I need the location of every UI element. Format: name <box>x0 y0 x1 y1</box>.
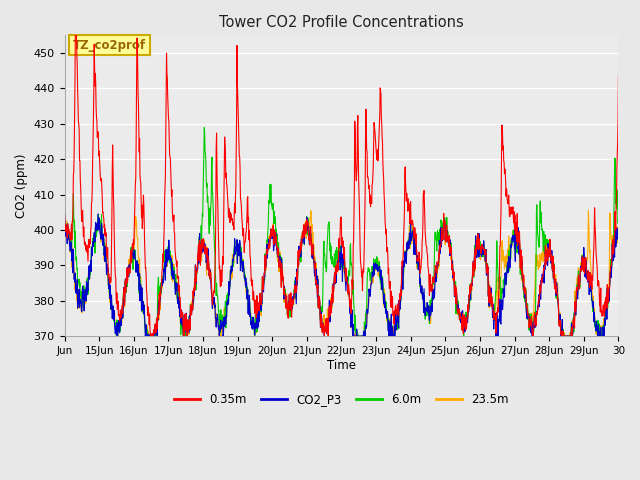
Text: TZ_co2prof: TZ_co2prof <box>73 39 146 52</box>
X-axis label: Time: Time <box>327 359 356 372</box>
Legend: 0.35m, CO2_P3, 6.0m, 23.5m: 0.35m, CO2_P3, 6.0m, 23.5m <box>170 389 513 411</box>
Y-axis label: CO2 (ppm): CO2 (ppm) <box>15 154 28 218</box>
Title: Tower CO2 Profile Concentrations: Tower CO2 Profile Concentrations <box>219 15 464 30</box>
